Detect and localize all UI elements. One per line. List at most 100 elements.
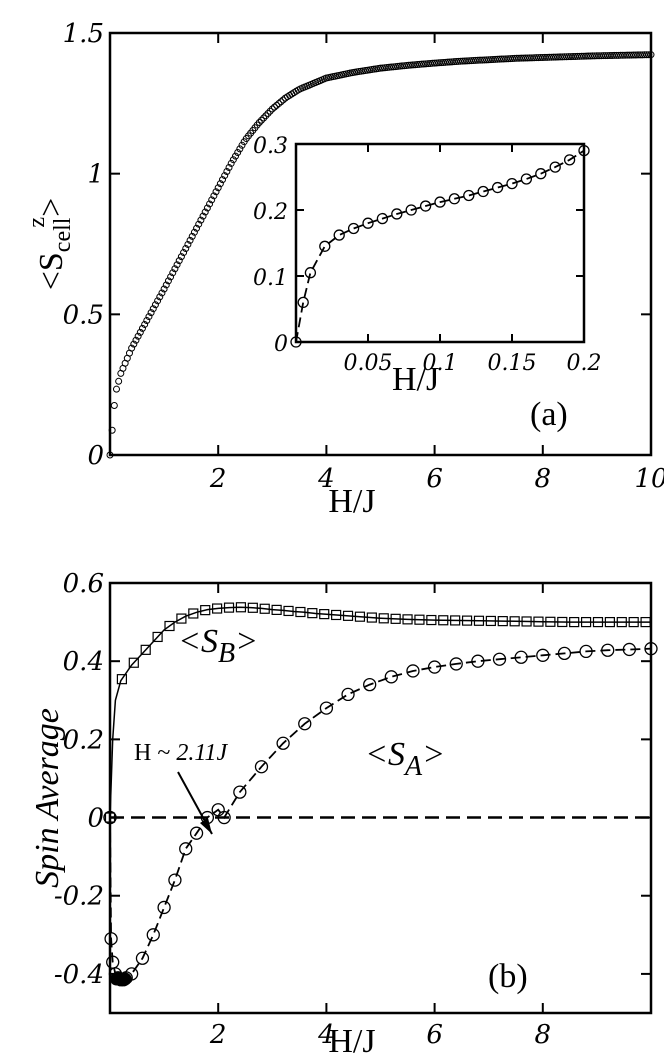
data-point bbox=[143, 317, 151, 325]
data-point bbox=[502, 55, 510, 63]
data-point bbox=[640, 616, 651, 628]
data-point bbox=[509, 54, 517, 62]
data-point bbox=[459, 57, 467, 65]
data-point bbox=[449, 657, 463, 671]
data-point bbox=[378, 613, 389, 624]
data-point bbox=[396, 62, 404, 70]
data-point bbox=[463, 57, 471, 65]
panel-a-inset: 0.05 0.1 0.15 0.2 0 0.1 0.2 0.3 H/J bbox=[253, 134, 602, 398]
data-point bbox=[118, 972, 132, 986]
data-point bbox=[647, 51, 655, 59]
data-point bbox=[579, 644, 593, 659]
data-point bbox=[260, 114, 268, 122]
data-point bbox=[217, 810, 231, 825]
data-point bbox=[402, 61, 410, 69]
data-point bbox=[227, 159, 235, 167]
data-point bbox=[489, 56, 497, 64]
data-point bbox=[500, 55, 508, 63]
x-tick-label: 8 bbox=[535, 1020, 552, 1050]
data-point bbox=[331, 609, 342, 621]
data-point bbox=[115, 377, 123, 385]
data-point bbox=[434, 196, 446, 208]
data-point bbox=[465, 57, 473, 65]
y-tick-label: 0.3 bbox=[253, 134, 288, 159]
data-point bbox=[233, 785, 247, 799]
data-point bbox=[190, 228, 198, 236]
data-point bbox=[223, 168, 231, 176]
data-point bbox=[333, 229, 345, 241]
data-point bbox=[433, 59, 441, 67]
data-point bbox=[491, 55, 499, 63]
data-point bbox=[290, 336, 302, 348]
data-point bbox=[461, 57, 469, 65]
y-tick-label: 0 bbox=[274, 332, 288, 357]
series-sb-points bbox=[104, 602, 651, 823]
x-tick-label: 10 bbox=[634, 464, 664, 494]
data-point bbox=[273, 101, 281, 109]
data-point bbox=[471, 654, 485, 668]
data-point bbox=[622, 642, 637, 657]
y-tick-label: -0.4 bbox=[54, 960, 104, 990]
x-tick-label: 0.1 bbox=[423, 351, 458, 376]
data-point bbox=[392, 63, 400, 71]
data-point bbox=[411, 61, 419, 69]
data-point bbox=[197, 216, 205, 224]
y-tick-label: -0.2 bbox=[54, 882, 104, 912]
data-point bbox=[448, 58, 456, 66]
data-point bbox=[592, 616, 604, 628]
panel-b-label: (b) bbox=[488, 958, 528, 995]
data-point bbox=[266, 107, 274, 115]
data-point bbox=[426, 614, 437, 626]
data-point bbox=[474, 56, 482, 64]
data-point bbox=[235, 602, 247, 613]
data-point bbox=[461, 615, 473, 626]
data-point bbox=[271, 604, 282, 615]
data-point bbox=[208, 196, 216, 204]
y-tick-label: 0.5 bbox=[63, 300, 104, 330]
data-point bbox=[535, 168, 547, 180]
annotation-arrowhead bbox=[200, 818, 212, 834]
data-point bbox=[130, 340, 138, 348]
data-point bbox=[431, 59, 439, 67]
data-point bbox=[106, 451, 114, 459]
data-point bbox=[557, 616, 568, 628]
data-point bbox=[341, 687, 355, 702]
data-point bbox=[366, 612, 377, 623]
data-point bbox=[270, 103, 278, 111]
panel-b-y-axis-label: Spin Average bbox=[29, 708, 66, 888]
panel-a-series bbox=[106, 51, 655, 459]
data-point bbox=[182, 245, 190, 253]
data-point bbox=[160, 285, 168, 293]
data-point bbox=[384, 670, 398, 684]
data-point bbox=[506, 177, 518, 190]
data-point bbox=[184, 240, 192, 248]
data-point bbox=[180, 249, 188, 257]
panel-b-x-axis-label: H/J bbox=[328, 1023, 375, 1058]
data-point bbox=[140, 644, 151, 655]
data-point bbox=[509, 616, 520, 627]
data-point bbox=[257, 116, 265, 124]
data-point bbox=[385, 63, 393, 71]
data-point bbox=[362, 217, 374, 229]
x-tick-label: 4 bbox=[317, 1020, 335, 1050]
series-sb-label: <SB> bbox=[178, 623, 258, 669]
data-point bbox=[162, 281, 170, 289]
data-point bbox=[448, 193, 461, 205]
data-point bbox=[446, 58, 454, 66]
data-point bbox=[152, 631, 163, 643]
data-point bbox=[363, 677, 377, 692]
data-point bbox=[210, 192, 218, 200]
data-point bbox=[154, 297, 162, 305]
data-point bbox=[112, 385, 120, 393]
y-tick-label: 0 bbox=[87, 441, 104, 471]
data-point bbox=[549, 161, 561, 173]
data-point bbox=[236, 145, 244, 153]
data-point bbox=[200, 605, 211, 616]
data-point bbox=[319, 609, 330, 620]
data-point bbox=[135, 951, 150, 965]
panel-b-tick-labels: 2 4 6 8 -0.4 -0.2 0 0.2 0.4 0.6 bbox=[54, 569, 551, 1050]
series-sa-label: <SA> bbox=[365, 736, 445, 782]
data-point bbox=[478, 56, 486, 64]
data-point bbox=[193, 224, 201, 232]
data-point bbox=[496, 55, 504, 63]
